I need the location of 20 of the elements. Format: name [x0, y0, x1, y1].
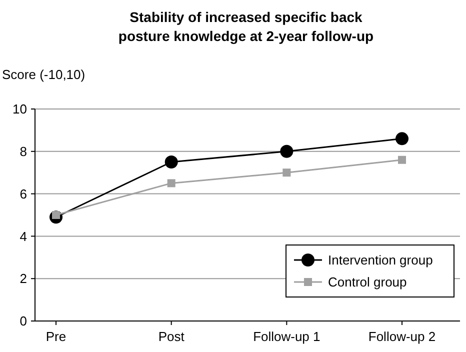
- point: [164, 156, 178, 168]
- y-tick-label: 10: [12, 102, 27, 117]
- y-tick-label: 8: [20, 144, 27, 159]
- legend-label: Intervention group: [328, 252, 433, 268]
- x-tick-label: Post: [158, 329, 185, 344]
- x-tick-label: Follow-up 1: [253, 329, 320, 344]
- x-tick-label: Pre: [46, 329, 66, 344]
- y-tick-label: 4: [20, 228, 27, 244]
- y-tick-label: 6: [20, 186, 27, 202]
- chart-title: Stability of increased specific back posture knowledge at 2-year follow-up: [118, 9, 374, 44]
- point: [280, 144, 294, 158]
- legend-label: Control group: [328, 274, 407, 290]
- y-axis-title: Score (-10,10): [2, 67, 86, 82]
- point: [398, 156, 406, 164]
- y-tick-label: 2: [20, 271, 27, 286]
- x-tick-label: Follow-up 2: [368, 329, 436, 344]
- y-tick-label: 0: [20, 314, 27, 329]
- point: [282, 168, 291, 177]
- point: [167, 179, 176, 188]
- point: [396, 132, 408, 146]
